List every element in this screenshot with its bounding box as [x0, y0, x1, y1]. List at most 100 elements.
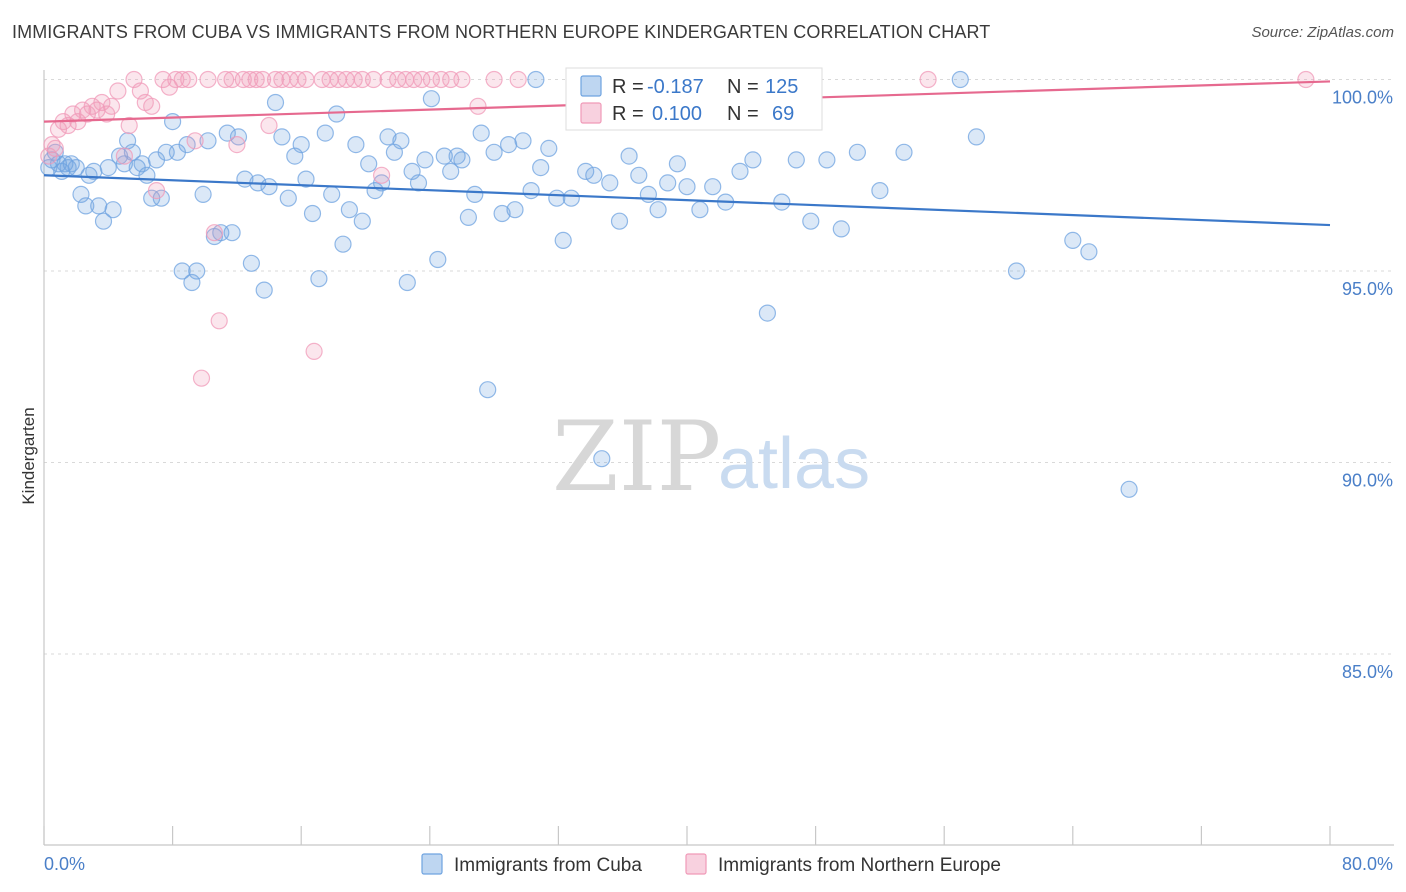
point-cuba[interactable]	[577, 162, 595, 180]
point-cuba[interactable]	[429, 250, 447, 269]
point-cuba[interactable]	[123, 143, 141, 161]
point-cuba[interactable]	[585, 166, 603, 184]
point-cuba[interactable]	[303, 204, 322, 223]
point-cuba[interactable]	[832, 220, 850, 238]
point-northern-europe[interactable]	[234, 70, 252, 89]
point-cuba[interactable]	[223, 224, 241, 242]
point-cuba[interactable]	[787, 151, 805, 169]
point-cuba[interactable]	[967, 128, 986, 146]
legend-swatch-cuba[interactable]	[421, 853, 443, 875]
point-cuba[interactable]	[485, 143, 503, 161]
point-cuba[interactable]	[951, 70, 969, 89]
point-cuba[interactable]	[422, 90, 440, 108]
point-northern-europe[interactable]	[102, 97, 121, 115]
point-cuba[interactable]	[353, 212, 371, 230]
legend-swatch-northern-europe[interactable]	[685, 853, 707, 875]
point-cuba[interactable]	[266, 93, 285, 112]
point-northern-europe[interactable]	[192, 369, 211, 387]
point-cuba[interactable]	[848, 143, 867, 161]
point-northern-europe[interactable]	[228, 136, 246, 154]
point-northern-europe[interactable]	[509, 70, 527, 89]
point-cuba[interactable]	[1120, 480, 1138, 498]
point-cuba[interactable]	[895, 143, 913, 161]
point-cuba[interactable]	[416, 151, 434, 169]
point-cuba[interactable]	[310, 270, 328, 288]
point-cuba[interactable]	[649, 201, 667, 219]
point-northern-europe[interactable]	[46, 139, 64, 157]
point-cuba[interactable]	[90, 197, 108, 215]
point-cuba[interactable]	[323, 185, 341, 203]
point-cuba[interactable]	[194, 185, 212, 203]
point-northern-europe[interactable]	[469, 97, 487, 115]
point-cuba[interactable]	[610, 212, 629, 230]
point-northern-europe[interactable]	[247, 70, 265, 89]
point-cuba[interactable]	[279, 189, 297, 207]
point-cuba[interactable]	[500, 136, 518, 154]
legend-label-cuba[interactable]: Immigrants from Cuba	[454, 855, 642, 876]
point-northern-europe[interactable]	[205, 224, 223, 242]
point-cuba[interactable]	[453, 151, 471, 169]
point-cuba[interactable]	[818, 151, 836, 169]
point-northern-europe[interactable]	[115, 147, 134, 165]
point-cuba[interactable]	[292, 136, 310, 154]
point-cuba[interactable]	[1007, 262, 1026, 280]
point-cuba[interactable]	[459, 208, 477, 226]
point-cuba[interactable]	[260, 178, 278, 196]
point-cuba[interactable]	[442, 162, 460, 180]
point-cuba[interactable]	[188, 262, 206, 280]
point-cuba[interactable]	[1080, 243, 1098, 261]
point-cuba[interactable]	[255, 281, 273, 299]
point-northern-europe[interactable]	[254, 70, 272, 89]
point-cuba[interactable]	[316, 124, 334, 142]
point-cuba[interactable]	[630, 166, 648, 184]
point-northern-europe[interactable]	[364, 70, 383, 89]
point-cuba[interactable]	[409, 174, 428, 192]
point-cuba[interactable]	[242, 254, 260, 272]
point-northern-europe[interactable]	[453, 70, 471, 89]
point-northern-europe[interactable]	[373, 166, 391, 184]
point-cuba[interactable]	[392, 132, 410, 150]
point-cuba[interactable]	[297, 170, 315, 188]
point-northern-europe[interactable]	[120, 116, 138, 135]
point-cuba[interactable]	[340, 201, 358, 219]
point-cuba[interactable]	[562, 189, 580, 207]
point-northern-europe[interactable]	[413, 70, 431, 89]
point-cuba[interactable]	[199, 132, 217, 150]
point-cuba[interactable]	[164, 112, 182, 131]
point-northern-europe[interactable]	[210, 312, 228, 330]
legend-label-northern-europe[interactable]: Immigrants from Northern Europe	[718, 855, 1001, 876]
point-northern-europe[interactable]	[173, 70, 191, 89]
point-cuba[interactable]	[691, 201, 709, 219]
point-cuba[interactable]	[178, 136, 196, 154]
point-cuba[interactable]	[639, 185, 658, 203]
point-northern-europe[interactable]	[147, 182, 166, 200]
point-cuba[interactable]	[704, 178, 722, 196]
point-cuba[interactable]	[744, 151, 762, 169]
point-cuba[interactable]	[173, 262, 191, 280]
point-cuba[interactable]	[514, 132, 532, 150]
point-cuba[interactable]	[472, 124, 490, 142]
point-cuba[interactable]	[678, 178, 696, 196]
point-cuba[interactable]	[1064, 231, 1082, 249]
point-cuba[interactable]	[758, 304, 777, 322]
point-cuba[interactable]	[593, 450, 611, 468]
point-cuba[interactable]	[138, 166, 156, 184]
point-cuba[interactable]	[104, 201, 122, 219]
point-cuba[interactable]	[466, 185, 484, 203]
point-cuba[interactable]	[548, 189, 566, 207]
point-northern-europe[interactable]	[217, 70, 235, 89]
point-northern-europe[interactable]	[305, 342, 323, 360]
point-cuba[interactable]	[527, 70, 545, 89]
point-northern-europe[interactable]	[241, 70, 259, 89]
point-cuba[interactable]	[802, 212, 820, 230]
point-northern-europe[interactable]	[422, 70, 440, 89]
point-northern-europe[interactable]	[919, 70, 937, 89]
point-northern-europe[interactable]	[180, 70, 198, 89]
point-cuba[interactable]	[360, 155, 378, 173]
point-northern-europe[interactable]	[485, 70, 503, 89]
point-cuba[interactable]	[347, 136, 365, 154]
point-northern-europe[interactable]	[432, 70, 450, 89]
point-cuba[interactable]	[218, 124, 236, 142]
point-northern-europe[interactable]	[297, 70, 315, 89]
point-cuba[interactable]	[273, 128, 291, 146]
